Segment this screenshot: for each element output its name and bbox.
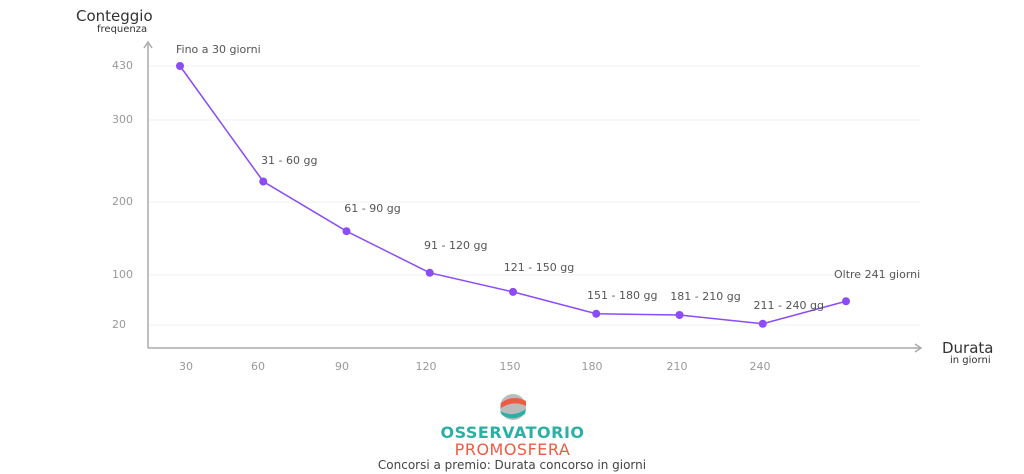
data-point bbox=[675, 311, 684, 319]
globe-logo-icon bbox=[499, 394, 526, 420]
x-tick-label: 210 bbox=[666, 360, 688, 373]
y-axis-arrow-icon bbox=[143, 40, 153, 49]
logo: OSSERVATORIO PROMOSFERA bbox=[440, 392, 585, 459]
point-label: Fino a 30 giorni bbox=[176, 43, 261, 56]
x-tick-label: 240 bbox=[749, 360, 771, 373]
y-axis-subtitle: frequenza bbox=[97, 24, 148, 35]
data-point bbox=[842, 297, 850, 306]
chart-caption: Concorsi a premio: Durata concorso in gi… bbox=[377, 458, 647, 472]
x-tick-label: 60 bbox=[251, 360, 265, 373]
data-point bbox=[758, 319, 767, 328]
y-tick-label: 100 bbox=[112, 268, 133, 281]
y-tick-label: 200 bbox=[112, 195, 133, 208]
point-label: 181 - 210 gg bbox=[670, 290, 741, 303]
x-tick-label: 30 bbox=[179, 360, 193, 373]
point-label: 31 - 60 gg bbox=[261, 153, 318, 167]
y-tick-label: 430 bbox=[112, 59, 133, 72]
x-tick-label: 120 bbox=[415, 360, 437, 373]
series-line bbox=[179, 65, 847, 325]
x-axis-arrow-icon bbox=[914, 343, 923, 353]
logo-line2: PROMOSFERA bbox=[454, 440, 571, 459]
point-label: 91 - 120 gg bbox=[424, 238, 488, 252]
data-point bbox=[509, 287, 517, 296]
data-point bbox=[592, 309, 601, 318]
y-tick-label: 300 bbox=[112, 113, 133, 126]
data-point bbox=[259, 177, 268, 186]
point-label: 151 - 180 gg bbox=[587, 288, 658, 302]
point-label: 211 - 240 gg bbox=[753, 298, 824, 312]
data-point bbox=[425, 268, 434, 277]
data-point bbox=[176, 62, 184, 70]
point-label: 121 - 150 gg bbox=[503, 260, 575, 274]
x-tick-label: 180 bbox=[581, 360, 603, 373]
y-tick-label: 20 bbox=[112, 318, 126, 331]
logo-line1: OSSERVATORIO bbox=[440, 423, 585, 442]
x-tick-label: 150 bbox=[499, 360, 521, 373]
point-label: Oltre 241 giorni bbox=[834, 268, 921, 282]
x-axis-subtitle: in giorni bbox=[950, 355, 991, 366]
x-axis-title: Durata bbox=[942, 339, 994, 357]
point-label: 61 - 90 gg bbox=[344, 202, 401, 216]
data-point bbox=[342, 227, 351, 236]
x-tick-label: 90 bbox=[335, 360, 349, 373]
y-axis-title: Conteggio bbox=[76, 7, 153, 25]
